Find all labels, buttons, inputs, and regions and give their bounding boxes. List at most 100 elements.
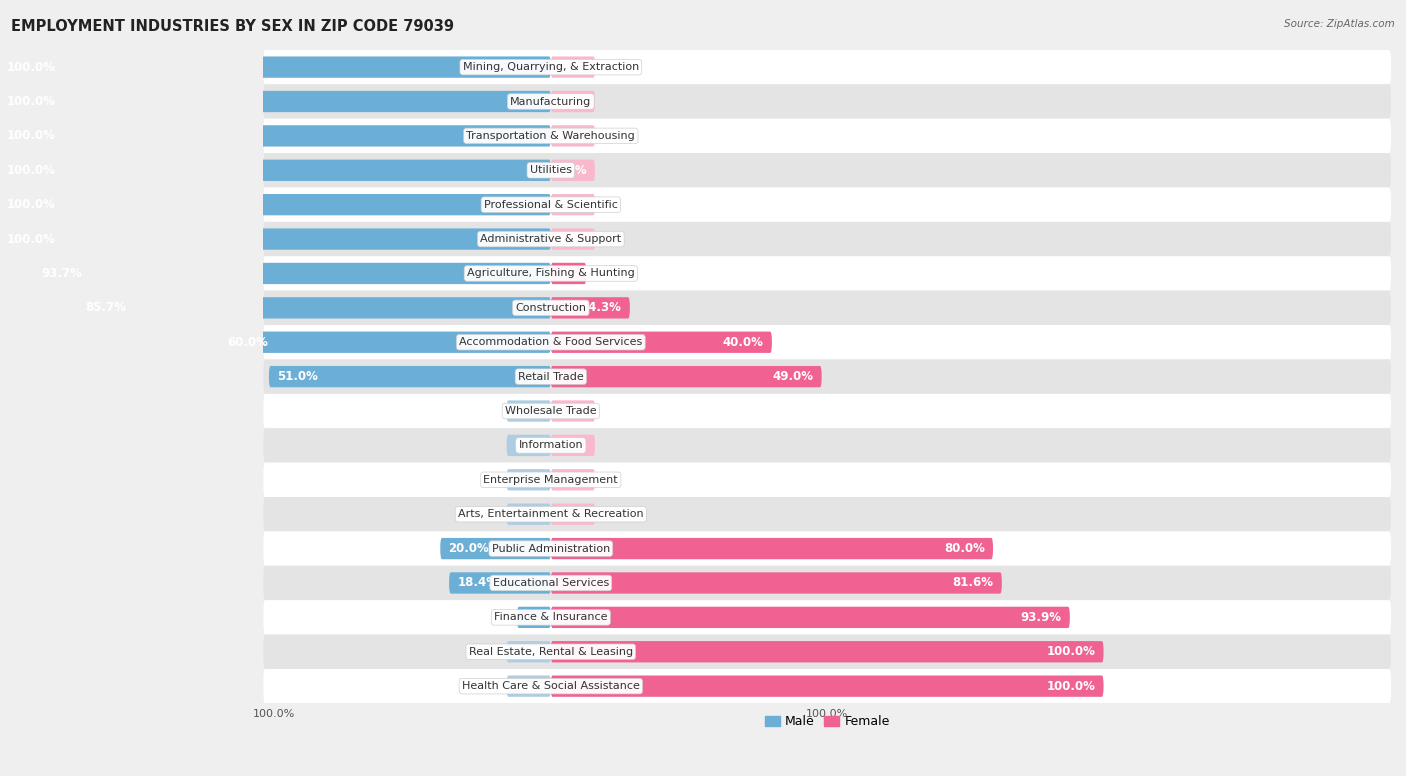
FancyBboxPatch shape xyxy=(551,57,595,78)
FancyBboxPatch shape xyxy=(551,538,993,559)
Legend: Male, Female: Male, Female xyxy=(759,710,894,733)
Text: 100.0%: 100.0% xyxy=(7,233,55,245)
Text: 93.9%: 93.9% xyxy=(1021,611,1062,624)
Text: Finance & Insurance: Finance & Insurance xyxy=(494,612,607,622)
FancyBboxPatch shape xyxy=(0,91,551,113)
Text: 93.7%: 93.7% xyxy=(41,267,82,280)
FancyBboxPatch shape xyxy=(263,325,1391,359)
FancyBboxPatch shape xyxy=(263,291,1391,325)
FancyBboxPatch shape xyxy=(32,263,551,284)
Text: Wholesale Trade: Wholesale Trade xyxy=(505,406,596,416)
Text: 0.0%: 0.0% xyxy=(515,680,547,693)
Text: Utilities: Utilities xyxy=(530,165,572,175)
FancyBboxPatch shape xyxy=(551,331,772,353)
Text: 18.4%: 18.4% xyxy=(457,577,498,590)
FancyBboxPatch shape xyxy=(0,57,551,78)
Text: 100.0%: 100.0% xyxy=(7,95,55,108)
FancyBboxPatch shape xyxy=(551,125,595,147)
Text: 20.0%: 20.0% xyxy=(449,542,489,555)
Text: Mining, Quarrying, & Extraction: Mining, Quarrying, & Extraction xyxy=(463,62,638,72)
Text: 100.0%: 100.0% xyxy=(7,130,55,143)
FancyBboxPatch shape xyxy=(263,394,1391,428)
Text: Manufacturing: Manufacturing xyxy=(510,96,592,106)
FancyBboxPatch shape xyxy=(551,366,821,387)
FancyBboxPatch shape xyxy=(0,125,551,147)
FancyBboxPatch shape xyxy=(551,607,1070,628)
Text: 6.4%: 6.4% xyxy=(546,267,578,280)
FancyBboxPatch shape xyxy=(0,160,551,181)
FancyBboxPatch shape xyxy=(551,263,586,284)
Text: 6.1%: 6.1% xyxy=(526,611,558,624)
Text: 0.0%: 0.0% xyxy=(515,439,547,452)
FancyBboxPatch shape xyxy=(506,400,551,421)
FancyBboxPatch shape xyxy=(440,538,551,559)
FancyBboxPatch shape xyxy=(263,359,1391,394)
FancyBboxPatch shape xyxy=(263,428,1391,462)
Text: Professional & Scientific: Professional & Scientific xyxy=(484,199,617,210)
FancyBboxPatch shape xyxy=(551,228,595,250)
FancyBboxPatch shape xyxy=(263,635,1391,669)
Text: Enterprise Management: Enterprise Management xyxy=(484,475,619,485)
FancyBboxPatch shape xyxy=(551,160,595,181)
FancyBboxPatch shape xyxy=(551,400,595,421)
Text: 81.6%: 81.6% xyxy=(953,577,994,590)
Text: EMPLOYMENT INDUSTRIES BY SEX IN ZIP CODE 79039: EMPLOYMENT INDUSTRIES BY SEX IN ZIP CODE… xyxy=(11,19,454,34)
FancyBboxPatch shape xyxy=(77,297,551,318)
FancyBboxPatch shape xyxy=(551,641,1104,663)
FancyBboxPatch shape xyxy=(263,497,1391,532)
FancyBboxPatch shape xyxy=(269,366,551,387)
FancyBboxPatch shape xyxy=(506,504,551,525)
Text: 49.0%: 49.0% xyxy=(772,370,813,383)
FancyBboxPatch shape xyxy=(0,194,551,216)
Text: 80.0%: 80.0% xyxy=(943,542,984,555)
FancyBboxPatch shape xyxy=(263,188,1391,222)
FancyBboxPatch shape xyxy=(263,222,1391,256)
Text: 0.0%: 0.0% xyxy=(515,508,547,521)
FancyBboxPatch shape xyxy=(551,675,1104,697)
Text: 0.0%: 0.0% xyxy=(515,646,547,658)
FancyBboxPatch shape xyxy=(263,50,1391,85)
Text: 100.0%: 100.0% xyxy=(7,61,55,74)
FancyBboxPatch shape xyxy=(506,675,551,697)
FancyBboxPatch shape xyxy=(263,669,1391,703)
Text: 85.7%: 85.7% xyxy=(86,301,127,314)
FancyBboxPatch shape xyxy=(263,462,1391,497)
FancyBboxPatch shape xyxy=(517,607,551,628)
Text: Agriculture, Fishing & Hunting: Agriculture, Fishing & Hunting xyxy=(467,268,634,279)
Text: 0.0%: 0.0% xyxy=(554,164,586,177)
FancyBboxPatch shape xyxy=(551,435,595,456)
FancyBboxPatch shape xyxy=(551,573,1002,594)
FancyBboxPatch shape xyxy=(263,566,1391,600)
FancyBboxPatch shape xyxy=(449,573,551,594)
Text: 100.0%: 100.0% xyxy=(7,198,55,211)
Text: 60.0%: 60.0% xyxy=(228,336,269,348)
Text: Real Estate, Rental & Leasing: Real Estate, Rental & Leasing xyxy=(468,646,633,656)
Text: 40.0%: 40.0% xyxy=(723,336,763,348)
Text: Public Administration: Public Administration xyxy=(492,543,610,553)
Text: Construction: Construction xyxy=(516,303,586,313)
Text: 0.0%: 0.0% xyxy=(554,233,586,245)
Text: Source: ZipAtlas.com: Source: ZipAtlas.com xyxy=(1284,19,1395,29)
FancyBboxPatch shape xyxy=(551,194,595,216)
FancyBboxPatch shape xyxy=(263,153,1391,188)
FancyBboxPatch shape xyxy=(263,600,1391,635)
FancyBboxPatch shape xyxy=(263,85,1391,119)
Text: 0.0%: 0.0% xyxy=(515,473,547,487)
Text: 0.0%: 0.0% xyxy=(554,439,586,452)
Text: 51.0%: 51.0% xyxy=(277,370,318,383)
Text: 100.0%: 100.0% xyxy=(1046,646,1095,658)
Text: Health Care & Social Assistance: Health Care & Social Assistance xyxy=(463,681,640,691)
Text: Accommodation & Food Services: Accommodation & Food Services xyxy=(460,338,643,347)
Text: 0.0%: 0.0% xyxy=(554,404,586,417)
Text: 0.0%: 0.0% xyxy=(515,404,547,417)
FancyBboxPatch shape xyxy=(263,119,1391,153)
FancyBboxPatch shape xyxy=(506,641,551,663)
Text: 0.0%: 0.0% xyxy=(554,61,586,74)
Text: Information: Information xyxy=(519,441,583,450)
FancyBboxPatch shape xyxy=(551,469,595,490)
FancyBboxPatch shape xyxy=(551,504,595,525)
Text: 0.0%: 0.0% xyxy=(554,508,586,521)
Text: Educational Services: Educational Services xyxy=(492,578,609,588)
FancyBboxPatch shape xyxy=(0,228,551,250)
FancyBboxPatch shape xyxy=(219,331,551,353)
